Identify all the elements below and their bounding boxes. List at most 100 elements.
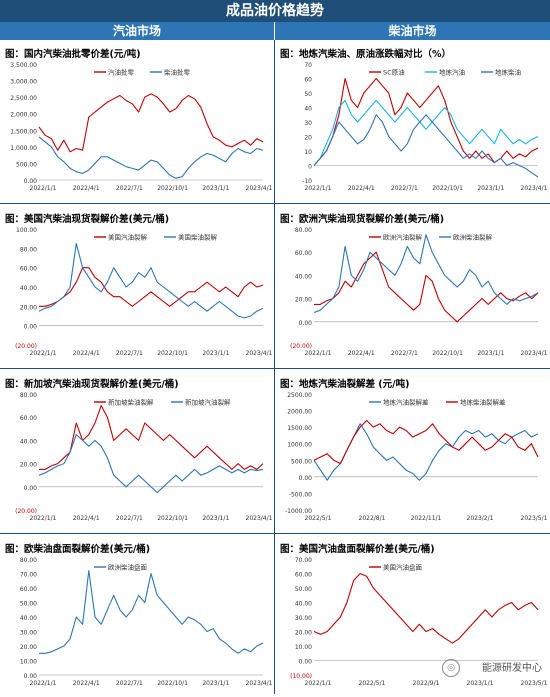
- x-tick-label: 2022/1/1: [30, 515, 57, 522]
- y-tick-label: 60.00: [20, 266, 37, 273]
- x-tick-label: 2022/1/1: [30, 350, 57, 357]
- y-tick-label: 50.00: [20, 601, 37, 608]
- y-tick-label: 1,000.00: [10, 145, 37, 152]
- chart-panel-p2: 图：地炼汽柴油、原油涨跌幅对比（%） -10 0 10 20 30 40 50 60 70 2022…: [276, 42, 548, 202]
- x-tick-label: 2023/4/1: [246, 680, 273, 687]
- y-tick-label: 40.00: [20, 285, 37, 292]
- y-tick-label: 80.00: [20, 392, 37, 399]
- x-tick-label: 2022/9/1: [413, 680, 440, 687]
- x-tick-label: 2022/4/1: [348, 350, 375, 357]
- series-line-1: [38, 434, 264, 494]
- chart-svg: (20.00) 0.00 20.00 40.00 60.00 80.00 2022/1/1 2…: [15, 392, 273, 522]
- chart-panel-p3: 图：美国汽柴油现货裂解价差(美元/桶) (20.00) 0.00 20.00 40.00…: [1, 207, 273, 367]
- y-tick-label: 60.00: [20, 415, 37, 422]
- y-tick-label: 60: [304, 77, 312, 84]
- x-tick-label: 2022/10/1: [432, 185, 463, 192]
- chart-svg: (20.00) 0.00 20.00 40.00 60.00 80.00 100.00 202…: [15, 227, 273, 357]
- y-tick-label: 0.00: [24, 324, 38, 331]
- y-tick-label: 0.00: [299, 475, 313, 482]
- y-tick-label: 30: [304, 120, 312, 127]
- column-header-diesel: 柴油市场: [275, 22, 550, 40]
- chart-panel-p4: 图：欧洲汽柴油现货裂解价差(美元/桶) (20.00) 0.00 20.00 40.00…: [276, 207, 548, 367]
- y-tick-label: 50.00: [295, 586, 312, 593]
- y-tick-label: (20.00): [15, 508, 37, 515]
- legend-label: 新加坡柴油裂解: [108, 398, 154, 407]
- y-tick-label: 0.00: [24, 485, 38, 492]
- chart-panel-p1: 图：国内汽柴油批零价差(元/吨) 0.00 500.00 1,000.00 1,500.…: [1, 42, 273, 202]
- series-line-0: [38, 93, 264, 153]
- x-tick-label: 2022/1/1: [305, 680, 332, 687]
- x-tick-label: 2022/1/1: [305, 350, 332, 357]
- banner-title: 成品油价格趋势: [0, 0, 550, 22]
- x-tick-label: 2022/10/1: [432, 350, 463, 357]
- series-line-0: [313, 572, 539, 644]
- x-tick-label: 2022/4/1: [73, 515, 100, 522]
- legend-label: 欧洲柴油盘面: [108, 563, 148, 572]
- y-tick-label: 20.00: [20, 304, 37, 311]
- y-tick-label: 0.00: [24, 178, 38, 185]
- x-tick-label: 2023/5/1: [521, 515, 548, 522]
- y-tick-label: 10.00: [295, 644, 312, 651]
- x-tick-label: 2023/1/1: [477, 350, 504, 357]
- chart-title: 图：欧洲汽柴油现货裂解价差(美元/桶): [280, 214, 445, 225]
- legend-label: 新加坡汽油裂解: [185, 398, 231, 407]
- y-tick-label: 30.00: [20, 630, 37, 637]
- chart-svg: (20.00) 0.00 20.00 40.00 60.00 80.00 2022/1/1 2…: [290, 227, 548, 357]
- y-tick-label: 100.00: [16, 227, 37, 234]
- x-tick-label: 2023/2/1: [467, 515, 494, 522]
- series-line-0: [39, 405, 264, 470]
- series-line-1: [313, 234, 539, 314]
- y-tick-label: 3,500.00: [10, 62, 37, 69]
- x-tick-label: 2022/10/1: [157, 350, 188, 357]
- series-line-1: [38, 136, 264, 179]
- y-tick-label: 2,500.00: [10, 95, 37, 102]
- y-tick-label: 10.00: [20, 659, 37, 666]
- chart-title: 图：国内汽柴油批零价差(元/吨): [5, 49, 141, 60]
- x-tick-label: 2023/4/1: [521, 350, 548, 357]
- chart-title: 图：美国汽柴油现货裂解价差(美元/桶): [5, 214, 170, 225]
- chart-panel-p6: 图：地炼汽柴油裂解差 (元/吨) -1000.00 -500.00 0.00 500.0…: [276, 372, 548, 532]
- chart-title: 图：美国汽油盘面裂解价差(美元/桶): [280, 544, 435, 555]
- y-tick-label: 0.00: [299, 320, 313, 327]
- x-tick-label: 2022/1/1: [30, 185, 57, 192]
- x-tick-label: 2022/4/1: [73, 350, 100, 357]
- column-divider: [274, 40, 275, 694]
- y-tick-label: 60.00: [295, 250, 312, 257]
- chart-svg: 0.00 500.00 1,000.00 1,500.00 2,000.00 2,500.…: [10, 62, 272, 192]
- y-tick-label: 60.00: [20, 586, 37, 593]
- y-tick-label: 0: [308, 164, 312, 171]
- y-tick-label: 2500.00: [287, 392, 312, 399]
- chart-title: 图：地炼汽柴油裂解差 (元/吨): [280, 379, 410, 390]
- y-tick-label: 2000.00: [287, 409, 312, 416]
- wechat-icon: ◎: [442, 659, 460, 677]
- series-line-1: [313, 419, 539, 465]
- y-tick-label: 20.00: [20, 462, 37, 469]
- x-tick-label: 2022/1/1: [305, 185, 332, 192]
- legend-label: 地炼柴油: [495, 68, 521, 77]
- x-tick-label: 2023/5/1: [521, 680, 548, 687]
- chart-title: 图：新加坡汽柴油现货裂解价差(美元/桶): [5, 379, 179, 390]
- x-tick-label: 2023/1/1: [467, 680, 494, 687]
- y-tick-label: 80.00: [295, 227, 312, 234]
- legend-label: SC原油: [383, 68, 405, 77]
- chart-svg: -10 0 10 20 30 40 50 60 70 2022/1/1 2022/4/1 2022/7…: [302, 62, 547, 192]
- x-tick-label: 2022/4/1: [348, 185, 375, 192]
- x-tick-label: 2022/7/1: [116, 185, 143, 192]
- legend-label: 欧洲柴油裂解: [453, 233, 493, 242]
- column-header-gasoline: 汽油市场: [0, 22, 274, 40]
- y-tick-label: 60.00: [295, 572, 312, 579]
- series-line-0: [39, 267, 264, 307]
- y-tick-label: 80.00: [20, 246, 37, 253]
- y-tick-label: 40.00: [20, 615, 37, 622]
- legend-label: 美国汽油裂解: [108, 233, 148, 242]
- series-line-1: [313, 99, 539, 166]
- y-tick-label: 70.00: [295, 557, 312, 564]
- series-line-0: [39, 570, 264, 654]
- chart-svg: (10.00) 0.00 10.00 20.00 30.00 40.00 50.00 60.0…: [290, 557, 548, 687]
- y-tick-label: 40.00: [295, 273, 312, 280]
- row-divider-2: [0, 368, 550, 369]
- chart-panel-p8: 图：美国汽油盘面裂解价差(美元/桶) (10.00) 0.00 10.00 20.00 3…: [276, 537, 548, 697]
- y-tick-label: 20.00: [20, 644, 37, 651]
- series-line-0: [313, 77, 539, 166]
- x-tick-label: 2022/11/1: [411, 515, 442, 522]
